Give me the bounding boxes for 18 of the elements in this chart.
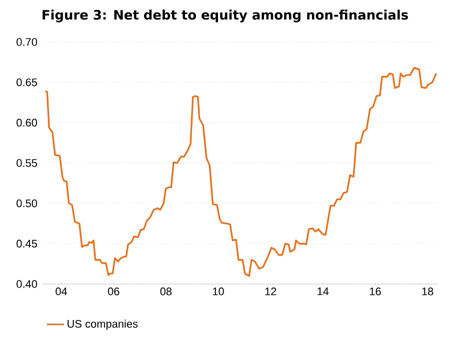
y-tick-label: 0.65 xyxy=(16,78,38,86)
x-tick-label: 08 xyxy=(160,288,172,296)
y-tick-label: 0.60 xyxy=(16,118,38,127)
x-tick-label: 06 xyxy=(108,288,120,296)
x-tick-label: 18 xyxy=(422,288,434,296)
y-tick-label: 0.50 xyxy=(16,199,38,208)
x-tick-label: 12 xyxy=(265,288,276,296)
x-tick-label: 04 xyxy=(56,288,68,296)
y-tick-label: 0.55 xyxy=(16,159,38,167)
legend-label: US companies xyxy=(68,320,138,330)
y-tick-label: 0.45 xyxy=(16,240,38,248)
line-series xyxy=(44,67,437,277)
x-tick-label: 14 xyxy=(318,288,329,296)
y-tick-label: 0.40 xyxy=(16,280,38,288)
x-tick-label: 10 xyxy=(213,288,224,296)
chart-title: Figure 3: Net debt to equity among non-financials xyxy=(42,10,408,22)
y-tick-label: 0.70 xyxy=(16,38,38,46)
x-tick-label: 16 xyxy=(370,288,381,296)
